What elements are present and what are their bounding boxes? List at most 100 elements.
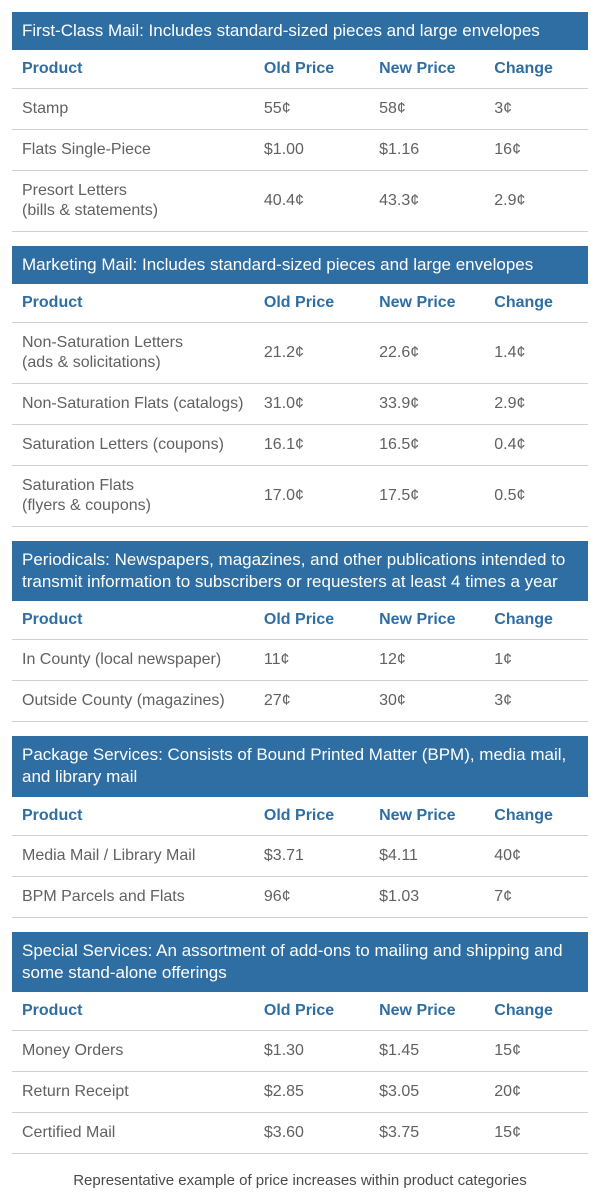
cell-change: 20¢ (484, 1072, 588, 1112)
cell-change: 15¢ (484, 1113, 588, 1153)
cell-change: 16¢ (484, 130, 588, 170)
table-row: Saturation Letters (coupons)16.1¢16.5¢0.… (12, 425, 588, 466)
cell-new: 16.5¢ (369, 425, 484, 465)
column-header-product: Product (12, 992, 254, 1030)
section-title: Package Services: Consists of Bound Prin… (12, 736, 588, 796)
column-header-row: ProductOld PriceNew PriceChange (12, 797, 588, 836)
cell-new: $1.45 (369, 1031, 484, 1071)
cell-old: 55¢ (254, 89, 369, 129)
column-header-row: ProductOld PriceNew PriceChange (12, 50, 588, 89)
cell-old: 21.2¢ (254, 333, 369, 373)
table-row: Presort Letters(bills & statements)40.4¢… (12, 171, 588, 232)
table-row: Flats Single-Piece$1.00$1.1616¢ (12, 130, 588, 171)
table-row: Money Orders$1.30$1.4515¢ (12, 1031, 588, 1072)
column-header-old: Old Price (254, 797, 369, 835)
section-title: First-Class Mail: Includes standard-size… (12, 12, 588, 50)
column-header-product: Product (12, 284, 254, 322)
cell-change: 40¢ (484, 836, 588, 876)
cell-change: 0.4¢ (484, 425, 588, 465)
section-title: Marketing Mail: Includes standard-sized … (12, 246, 588, 284)
cell-change: 2.9¢ (484, 181, 588, 221)
column-header-new: New Price (369, 601, 484, 639)
table-row: Non-Saturation Letters(ads & solicitatio… (12, 323, 588, 384)
cell-old: 31.0¢ (254, 384, 369, 424)
cell-change: 1¢ (484, 640, 588, 680)
column-header-change: Change (484, 601, 588, 639)
cell-old: $2.85 (254, 1072, 369, 1112)
cell-new: 58¢ (369, 89, 484, 129)
cell-old: 16.1¢ (254, 425, 369, 465)
cell-product: Stamp (12, 89, 254, 129)
column-header-new: New Price (369, 992, 484, 1030)
cell-new: 12¢ (369, 640, 484, 680)
cell-new: 43.3¢ (369, 181, 484, 221)
price-section: Periodicals: Newspapers, magazines, and … (12, 541, 588, 722)
cell-new: 17.5¢ (369, 476, 484, 516)
cell-product: Certified Mail (12, 1113, 254, 1153)
table-row: Certified Mail$3.60$3.7515¢ (12, 1113, 588, 1154)
cell-change: 1.4¢ (484, 333, 588, 373)
price-tables-container: First-Class Mail: Includes standard-size… (12, 12, 588, 1154)
column-header-row: ProductOld PriceNew PriceChange (12, 992, 588, 1031)
table-row: Outside County (magazines)27¢30¢3¢ (12, 681, 588, 722)
cell-product: Saturation Flats(flyers & coupons) (12, 466, 254, 526)
column-header-new: New Price (369, 284, 484, 322)
price-section: First-Class Mail: Includes standard-size… (12, 12, 588, 232)
cell-old: 27¢ (254, 681, 369, 721)
cell-change: 2.9¢ (484, 384, 588, 424)
cell-old: $3.60 (254, 1113, 369, 1153)
cell-old: 96¢ (254, 877, 369, 917)
column-header-old: Old Price (254, 50, 369, 88)
cell-product: Media Mail / Library Mail (12, 836, 254, 876)
table-row: Return Receipt$2.85$3.0520¢ (12, 1072, 588, 1113)
cell-product: Flats Single-Piece (12, 130, 254, 170)
cell-change: 15¢ (484, 1031, 588, 1071)
column-header-old: Old Price (254, 992, 369, 1030)
section-title: Periodicals: Newspapers, magazines, and … (12, 541, 588, 601)
column-header-row: ProductOld PriceNew PriceChange (12, 284, 588, 323)
column-header-change: Change (484, 284, 588, 322)
cell-product: Return Receipt (12, 1072, 254, 1112)
column-header-old: Old Price (254, 284, 369, 322)
cell-new: 22.6¢ (369, 333, 484, 373)
caption-text: Representative example of price increase… (12, 1172, 588, 1189)
cell-product: Outside County (magazines) (12, 681, 254, 721)
column-header-change: Change (484, 797, 588, 835)
cell-new: $4.11 (369, 836, 484, 876)
table-row: Non-Saturation Flats (catalogs)31.0¢33.9… (12, 384, 588, 425)
column-header-row: ProductOld PriceNew PriceChange (12, 601, 588, 640)
cell-old: 11¢ (254, 640, 369, 680)
section-title: Special Services: An assortment of add-o… (12, 932, 588, 992)
cell-old: $1.30 (254, 1031, 369, 1071)
price-section: Special Services: An assortment of add-o… (12, 932, 588, 1154)
cell-product: BPM Parcels and Flats (12, 877, 254, 917)
cell-change: 3¢ (484, 681, 588, 721)
cell-product: Non-Saturation Flats (catalogs) (12, 384, 254, 424)
cell-change: 3¢ (484, 89, 588, 129)
cell-old: 40.4¢ (254, 181, 369, 221)
table-row: Saturation Flats(flyers & coupons)17.0¢1… (12, 466, 588, 527)
cell-new: $1.03 (369, 877, 484, 917)
cell-new: $3.05 (369, 1072, 484, 1112)
column-header-old: Old Price (254, 601, 369, 639)
cell-change: 0.5¢ (484, 476, 588, 516)
table-row: BPM Parcels and Flats96¢$1.037¢ (12, 877, 588, 918)
cell-product: Saturation Letters (coupons) (12, 425, 254, 465)
column-header-new: New Price (369, 797, 484, 835)
cell-old: $1.00 (254, 130, 369, 170)
cell-old: $3.71 (254, 836, 369, 876)
cell-new: 30¢ (369, 681, 484, 721)
column-header-product: Product (12, 50, 254, 88)
table-row: In County (local newspaper)11¢12¢1¢ (12, 640, 588, 681)
column-header-product: Product (12, 601, 254, 639)
cell-new: 33.9¢ (369, 384, 484, 424)
price-section: Package Services: Consists of Bound Prin… (12, 736, 588, 917)
column-header-change: Change (484, 50, 588, 88)
cell-product: Non-Saturation Letters(ads & solicitatio… (12, 323, 254, 383)
cell-new: $1.16 (369, 130, 484, 170)
column-header-change: Change (484, 992, 588, 1030)
column-header-product: Product (12, 797, 254, 835)
cell-product: Presort Letters(bills & statements) (12, 171, 254, 231)
table-row: Stamp55¢58¢3¢ (12, 89, 588, 130)
cell-change: 7¢ (484, 877, 588, 917)
